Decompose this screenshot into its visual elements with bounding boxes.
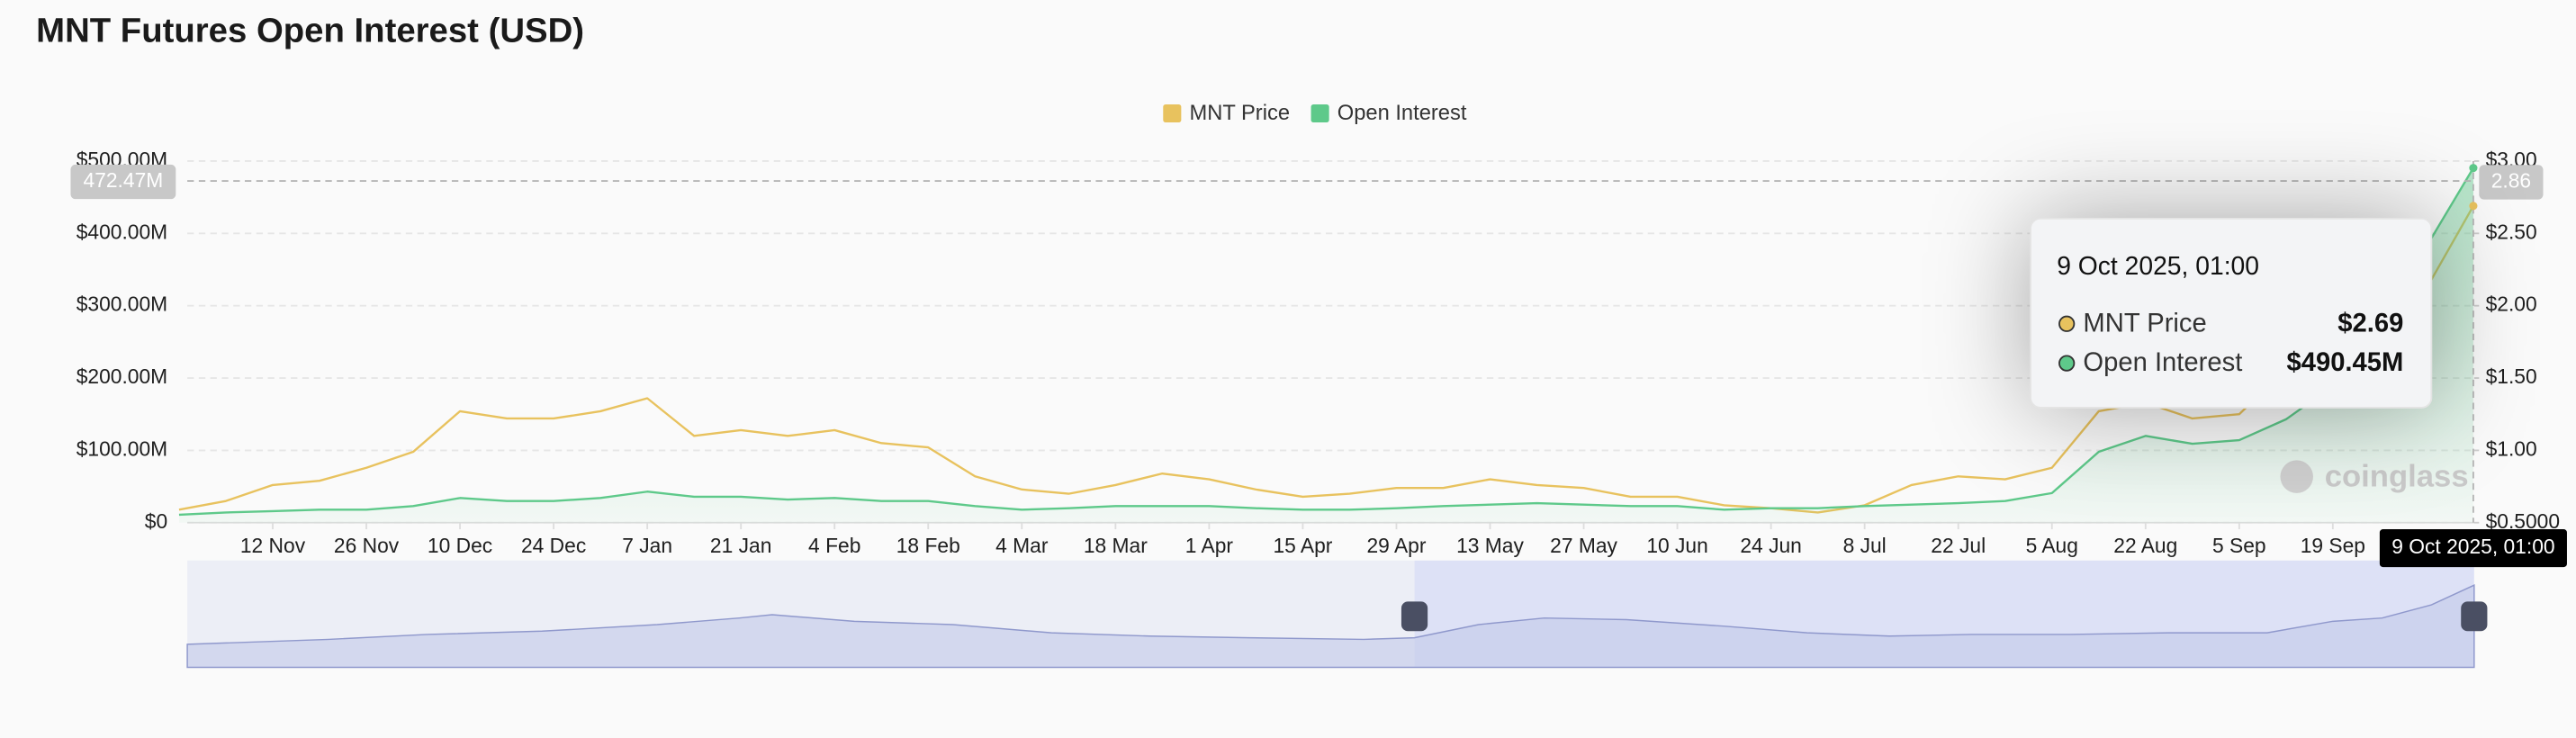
x-tick-label: 7 Jan: [622, 534, 672, 557]
x-tick-label: 19 Sep: [2301, 534, 2365, 557]
y-tick-label: $300.00M: [77, 292, 167, 316]
y2-tick-label: $1.00: [2486, 436, 2537, 460]
x-tick-label: 8 Jul: [1843, 534, 1887, 557]
x-tick-label: 13 May: [1456, 534, 1524, 557]
x-tick-label: 22 Aug: [2113, 534, 2177, 557]
x-tick-label: 1 Apr: [1185, 534, 1234, 557]
crosshair-x-label: 9 Oct 2025, 01:00: [2391, 535, 2554, 558]
hover-point: [2469, 202, 2478, 211]
tooltip-name: Open Interest: [2083, 348, 2242, 377]
x-tick-label: 26 Nov: [334, 534, 400, 557]
x-tick-label: 18 Feb: [896, 534, 960, 557]
hover-point: [2469, 164, 2478, 173]
y-tick-label: $100.00M: [77, 436, 167, 460]
tooltip-dot: [2058, 315, 2076, 332]
crosshair-y2-label: 2.86: [2491, 168, 2531, 192]
watermark-icon: [2280, 460, 2313, 493]
crosshair-y2-label-bg: [2479, 165, 2544, 200]
y-tick-label: $0: [145, 509, 167, 533]
x-tick-label: 22 Jul: [1931, 534, 1986, 557]
x-tick-label: 18 Mar: [1084, 534, 1148, 557]
tooltip-value: $2.69: [2337, 309, 2403, 338]
x-tick-label: 15 Apr: [1273, 534, 1332, 557]
navigator-handle[interactable]: [2461, 601, 2488, 632]
legend-label: MNT Price: [1189, 102, 1290, 125]
tooltip-name: MNT Price: [2083, 309, 2206, 338]
x-tick-label: 12 Nov: [240, 534, 306, 557]
x-tick-label: 5 Sep: [2212, 534, 2266, 557]
series-line: [178, 167, 2474, 517]
navigator-handle[interactable]: [1401, 601, 1428, 632]
series-area: [178, 167, 2473, 523]
legend-label: Open Interest: [1338, 102, 1467, 125]
legend-swatch: [1311, 104, 1329, 123]
y-tick-label: $200.00M: [77, 364, 167, 388]
x-tick-label: 21 Jan: [710, 534, 771, 557]
x-tick-label: 10 Jun: [1646, 534, 1707, 557]
chart-title: MNT Futures Open Interest (USD): [36, 12, 584, 50]
x-tick-label: 29 Apr: [1366, 534, 1426, 557]
x-tick-label: 4 Mar: [995, 534, 1049, 557]
x-tick-label: 24 Dec: [521, 534, 586, 557]
y2-tick-label: $1.50: [2486, 364, 2537, 388]
x-tick-label: 4 Feb: [808, 534, 860, 557]
tooltip-dot: [2058, 355, 2076, 372]
crosshair-y-label-bg: [70, 164, 176, 200]
crosshair-x-label-bg: [2379, 529, 2567, 568]
tooltip-border: [2030, 217, 2433, 409]
y-tick-label: $400.00M: [77, 220, 167, 243]
tooltip-value: $490.45M: [2286, 348, 2403, 377]
x-tick-label: 10 Dec: [428, 534, 492, 557]
crosshair-y-label: 472.47M: [84, 168, 164, 192]
x-tick-label: 24 Jun: [1740, 534, 1801, 557]
watermark: coinglass: [2325, 460, 2469, 494]
x-tick-label: 27 May: [1550, 534, 1617, 557]
y2-tick-label: $0.5000: [2486, 509, 2560, 533]
y2-tick-label: $2.00: [2486, 292, 2537, 316]
y2-tick-label: $2.50: [2486, 220, 2537, 243]
navigator-area: [186, 584, 2475, 669]
series-line: [178, 205, 2474, 514]
legend-swatch: [1163, 104, 1182, 123]
tooltip-title: 9 Oct 2025, 01:00: [2057, 251, 2259, 280]
navigator: [186, 560, 2488, 669]
x-tick-label: 5 Aug: [2026, 534, 2078, 557]
